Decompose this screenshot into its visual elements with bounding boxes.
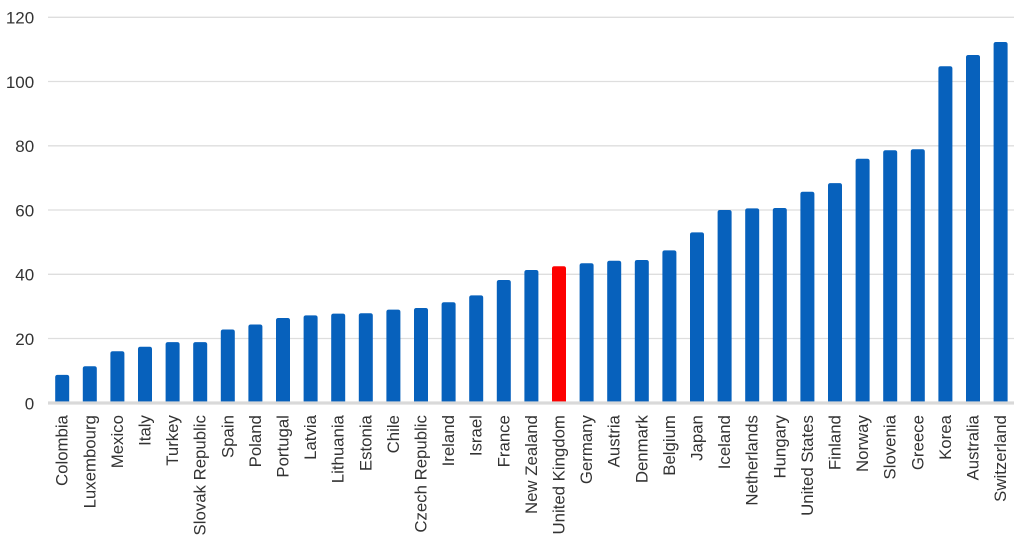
svg-text:Finland: Finland bbox=[826, 415, 845, 470]
svg-text:Korea: Korea bbox=[936, 414, 955, 459]
svg-text:Colombia: Colombia bbox=[53, 414, 72, 486]
svg-text:Slovak Republic: Slovak Republic bbox=[191, 415, 210, 535]
svg-text:120: 120 bbox=[6, 9, 34, 28]
svg-text:Luxembourg: Luxembourg bbox=[80, 415, 99, 508]
svg-text:Denmark: Denmark bbox=[632, 414, 651, 483]
svg-text:Chile: Chile bbox=[384, 415, 403, 453]
svg-text:Iceland: Iceland bbox=[715, 415, 734, 469]
svg-text:Poland: Poland bbox=[246, 415, 265, 467]
svg-text:New Zealand: New Zealand bbox=[522, 415, 541, 514]
svg-text:20: 20 bbox=[15, 330, 34, 349]
svg-text:Spain: Spain bbox=[218, 415, 237, 458]
svg-text:Austria: Austria bbox=[605, 414, 624, 467]
svg-text:Latvia: Latvia bbox=[301, 414, 320, 459]
svg-text:Czech Republic: Czech Republic bbox=[412, 415, 431, 533]
svg-text:Italy: Italy bbox=[136, 414, 155, 445]
svg-text:Mexico: Mexico bbox=[108, 415, 127, 468]
svg-text:Lithuania: Lithuania bbox=[329, 414, 348, 483]
svg-text:Netherlands: Netherlands bbox=[743, 415, 762, 506]
svg-text:United Kingdom: United Kingdom bbox=[550, 415, 569, 534]
svg-text:Israel: Israel bbox=[467, 415, 486, 456]
svg-text:United States: United States bbox=[798, 415, 817, 516]
svg-text:Ireland: Ireland bbox=[439, 415, 458, 466]
svg-text:Japan: Japan bbox=[688, 415, 707, 461]
svg-text:Switzerland: Switzerland bbox=[991, 415, 1010, 502]
svg-text:100: 100 bbox=[6, 73, 34, 92]
svg-text:Turkey: Turkey bbox=[163, 414, 182, 465]
svg-text:Estonia: Estonia bbox=[356, 414, 375, 471]
svg-text:60: 60 bbox=[15, 201, 34, 220]
svg-text:0: 0 bbox=[25, 394, 34, 413]
svg-text:Portugal: Portugal bbox=[274, 415, 293, 478]
svg-text:Germany: Germany bbox=[577, 414, 596, 484]
svg-text:Hungary: Hungary bbox=[770, 414, 789, 478]
svg-text:France: France bbox=[494, 415, 513, 467]
svg-text:Greece: Greece bbox=[908, 415, 927, 470]
svg-text:Norway: Norway bbox=[853, 414, 872, 471]
svg-text:Belgium: Belgium bbox=[660, 415, 679, 476]
svg-text:40: 40 bbox=[15, 266, 34, 285]
svg-text:Slovenia: Slovenia bbox=[881, 414, 900, 479]
svg-text:80: 80 bbox=[15, 137, 34, 156]
svg-text:Australia: Australia bbox=[964, 414, 983, 480]
